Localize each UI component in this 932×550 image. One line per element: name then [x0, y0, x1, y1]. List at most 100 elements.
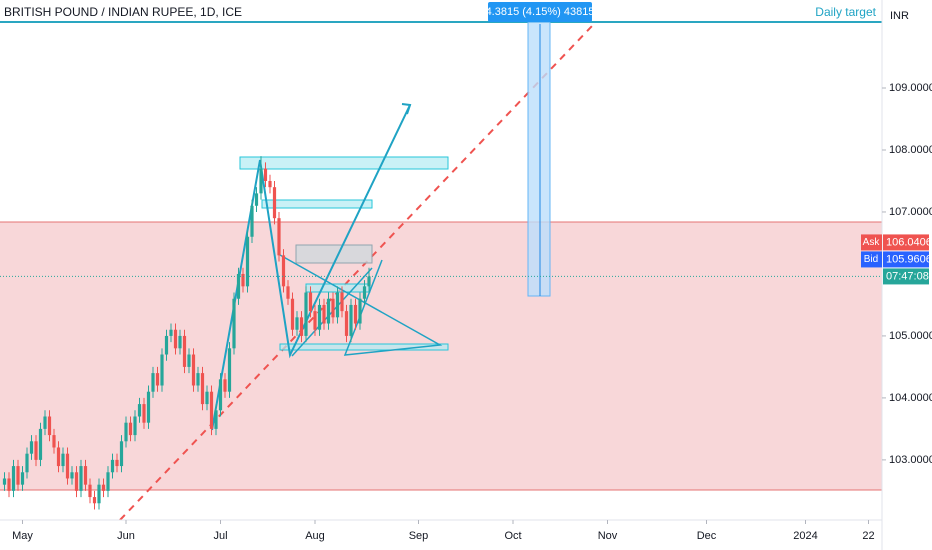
candle-body [146, 391, 151, 423]
quote-tag [861, 251, 882, 268]
quote-box [883, 268, 929, 285]
candle-body [191, 354, 196, 386]
candle-body [47, 416, 52, 436]
x-tick-label: May [12, 530, 33, 542]
x-tick-label: 22 [862, 530, 874, 542]
candle-body [160, 354, 164, 386]
target-label: Daily target [815, 5, 876, 19]
candle-body [245, 236, 250, 287]
candle-body [236, 273, 241, 299]
candle-body [34, 441, 38, 460]
x-tick-label: Oct [504, 530, 521, 542]
candle-body [38, 428, 43, 460]
quote-value: 106.0406 [886, 236, 932, 248]
candle-body [299, 317, 304, 336]
y-tick-label: 107.0000 [889, 206, 932, 218]
candle-body [128, 422, 133, 436]
candle-body [164, 335, 169, 355]
candle-body [142, 404, 146, 423]
candle-body [65, 453, 70, 479]
candle-body [70, 472, 74, 479]
quote-tag-label: Ask [863, 237, 881, 248]
x-tick-label: Nov [598, 530, 618, 542]
chart-title: BRITISH POUND / INDIAN RUPEE, 1D, ICE [4, 5, 242, 19]
candle-body [326, 298, 331, 324]
trend-line [119, 25, 593, 521]
time-axis [0, 520, 882, 550]
candle-body [290, 298, 295, 330]
candle-body [196, 373, 200, 386]
candle-body [353, 304, 358, 324]
candle-body [155, 373, 160, 386]
candle-body [178, 335, 182, 349]
candle-body [173, 329, 178, 349]
arrow-head [401, 103, 412, 115]
x-tick-label: Jun [117, 530, 135, 542]
candle-body [367, 276, 371, 287]
candle-body [182, 335, 187, 367]
candle-body [362, 286, 367, 299]
candle-body [286, 286, 290, 299]
candle-body [295, 317, 299, 330]
candle-body [281, 255, 286, 287]
candle-body [61, 453, 65, 467]
candle-body [11, 466, 16, 491]
measure-badge [488, 2, 592, 22]
quote-tag-label: Bid [864, 254, 878, 265]
y-tick-label: 103.0000 [889, 454, 932, 466]
candle-body [187, 354, 191, 367]
measure-label: 4.3815 (4.15%) 43815 [486, 6, 595, 18]
candle-body [97, 484, 101, 504]
candle-body [313, 311, 317, 330]
candle-body [29, 441, 34, 454]
candle-body [124, 422, 128, 442]
candle-body [277, 218, 281, 256]
candle-body [88, 484, 92, 498]
quote-value: 105.9606 [886, 253, 932, 265]
candle-body [227, 348, 232, 392]
candle-body [272, 187, 277, 219]
candle-body [56, 447, 61, 467]
zone [0, 222, 882, 490]
x-tick-label: Jul [213, 530, 227, 542]
candle-body [200, 373, 205, 405]
candle-body [223, 379, 227, 392]
candle-body [7, 478, 11, 491]
candles [2, 156, 371, 510]
candle-body [205, 391, 209, 405]
candle-body [133, 416, 137, 436]
candle-body [106, 472, 110, 491]
y-tick-label: 104.0000 [889, 392, 932, 404]
x-tick-label: Aug [305, 530, 325, 542]
box [279, 343, 449, 351]
y-tick-label: 109.0000 [889, 82, 932, 94]
candle-body [358, 298, 362, 324]
candle-body [119, 441, 124, 467]
y-tick-label: 108.0000 [889, 144, 932, 156]
box [239, 156, 449, 170]
candle-body [79, 466, 83, 491]
x-tick-label: Sep [409, 530, 429, 542]
box [261, 199, 373, 209]
candle-body [344, 311, 349, 336]
candle-body [101, 484, 106, 491]
candle-body [2, 478, 7, 485]
candle-body [322, 304, 326, 324]
candle-body [335, 292, 340, 318]
candle-body [169, 329, 173, 336]
candle-body [232, 298, 236, 349]
candle-body [259, 168, 263, 194]
candle-body [263, 168, 268, 181]
quote-box [883, 234, 929, 251]
y-tick-label: 105.0000 [889, 330, 932, 342]
quote-tag [861, 234, 882, 251]
candle-body [151, 373, 155, 392]
x-tick-label: 2024 [793, 530, 817, 542]
quote-box [883, 251, 929, 268]
candle-body [241, 273, 245, 287]
candle-body [304, 292, 308, 336]
candle-body [209, 391, 214, 429]
candle-body [137, 404, 142, 417]
